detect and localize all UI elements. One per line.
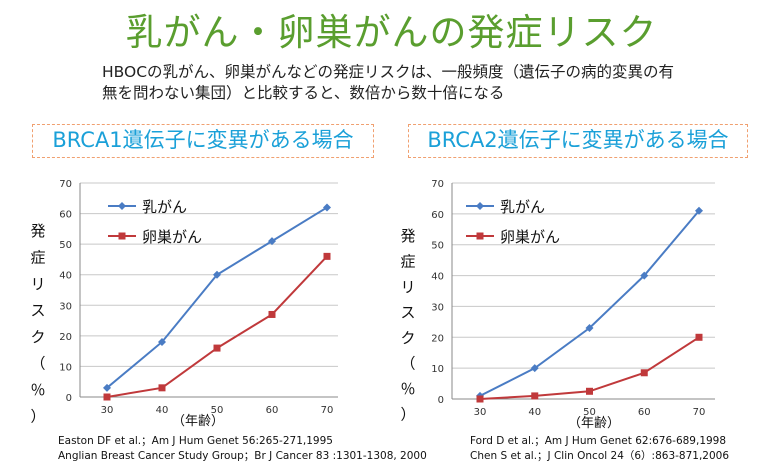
y-tick-label: 0: [438, 395, 444, 406]
legend-marker: [118, 202, 126, 210]
y-tick-label: 10: [59, 362, 72, 373]
data-point: [268, 310, 276, 318]
data-point: [213, 344, 221, 352]
chart-2-reference-2: Chen S et al.；J Clin Oncol 24（6）:863-871…: [470, 450, 730, 462]
x-tick-label: 50: [211, 405, 224, 416]
chart-1: 0 10 20 30 40 50 60 70 30 40 50 60 70 （年齢） 発症リスク （ ％ ） 乳がん…: [30, 179, 338, 429]
x-tick-label: 30: [474, 407, 487, 418]
y-tick-label: 40: [431, 272, 444, 283]
y-axis-label-char: （: [30, 355, 45, 373]
y-axis-label-char: 発: [30, 222, 45, 240]
legend-label: 卵巣がん: [500, 228, 560, 246]
legend-label: 卵巣がん: [142, 228, 202, 246]
data-point: [695, 333, 703, 341]
y-axis-label-char: ）: [400, 406, 415, 424]
chart-2-reference-1: Ford D et al.；Am J Hum Genet 62:676-689,…: [470, 435, 727, 447]
x-tick-label: 40: [528, 407, 541, 418]
chart-1-reference-2: Anglian Breast Cancer Study Group；Br J C…: [58, 450, 427, 462]
y-axis-label-char: リ: [30, 275, 45, 293]
y-axis-label-char: ）: [30, 408, 45, 426]
y-tick-label: 60: [59, 210, 72, 221]
y-tick-label: 0: [66, 393, 72, 404]
data-point: [585, 324, 594, 333]
x-tick-label: 50: [583, 407, 596, 418]
y-axis-label-char: ％: [400, 380, 415, 398]
y-tick-label: 40: [59, 271, 72, 282]
y-tick-label: 10: [431, 364, 444, 375]
data-point: [103, 393, 111, 401]
chart-1-heading: BRCA1遺伝子に変異がある場合: [32, 124, 374, 158]
legend-marker: [476, 202, 484, 210]
x-tick-label: 60: [266, 405, 279, 416]
chart-2: 0 10 20 30 40 50 60 70 30 40 50 60 70 （年齢） 発症リスク （ ％ ） 乳がん…: [400, 179, 715, 431]
y-tick-label: 50: [59, 240, 72, 251]
x-tick-label: 70: [693, 407, 706, 418]
y-axis-label-char: ク: [30, 328, 45, 346]
data-point: [323, 203, 331, 212]
y-axis-label-char: ク: [400, 329, 415, 347]
x-tick-label: 60: [638, 407, 651, 418]
data-point: [695, 206, 703, 215]
y-tick-label: 60: [431, 210, 444, 221]
legend-marker: [476, 232, 484, 240]
y-axis-label-char: リ: [400, 278, 415, 296]
x-axis-label: （年齢）: [568, 416, 620, 431]
y-tick-label: 50: [431, 241, 444, 252]
data-point: [103, 383, 111, 392]
y-tick-label: 20: [59, 332, 72, 343]
x-tick-label: 70: [321, 405, 334, 416]
data-point: [213, 270, 221, 279]
y-tick-label: 70: [431, 179, 444, 190]
y-axis-label-char: 症: [400, 253, 415, 271]
data-point: [530, 364, 539, 373]
data-point: [640, 369, 648, 377]
y-axis-label-char: 症: [30, 249, 45, 267]
data-point: [640, 271, 649, 280]
y-axis-label-char: ス: [30, 302, 45, 320]
y-axis-label-char: （: [400, 355, 415, 373]
y-axis-label-char: ％: [30, 381, 45, 399]
data-point: [586, 387, 593, 395]
x-tick-label: 40: [156, 405, 169, 416]
y-tick-label: 20: [431, 333, 444, 344]
page-title: 乳がん・卵巣がんの発症リスク: [125, 11, 658, 54]
data-point: [323, 252, 331, 260]
y-tick-label: 30: [59, 301, 72, 312]
data-point: [476, 395, 484, 403]
chart-2-heading: BRCA2遺伝子に変異がある場合: [408, 124, 748, 158]
y-axis-label-char: 発: [400, 227, 415, 245]
subtitle: HBOCの乳がん、卵巣がんなどの発症リスクは、一般頻度（遺伝子の病的変異の有無を…: [102, 63, 675, 102]
x-axis-label: （年齢）: [172, 414, 224, 429]
data-point: [158, 337, 166, 346]
data-point: [531, 392, 539, 400]
y-tick-label: 70: [59, 179, 72, 190]
y-axis-label-char: ス: [400, 304, 415, 322]
data-point: [268, 237, 276, 246]
y-tick-label: 30: [431, 302, 444, 313]
chart-1-reference-1: Easton DF et al.；Am J Hum Genet 56:265-2…: [58, 435, 333, 447]
legend-marker: [118, 232, 126, 240]
data-point: [158, 384, 166, 392]
legend-label: 乳がん: [500, 198, 545, 216]
series-line-1: [106, 206, 328, 389]
x-tick-label: 30: [101, 405, 114, 416]
legend-label: 乳がん: [142, 198, 187, 216]
